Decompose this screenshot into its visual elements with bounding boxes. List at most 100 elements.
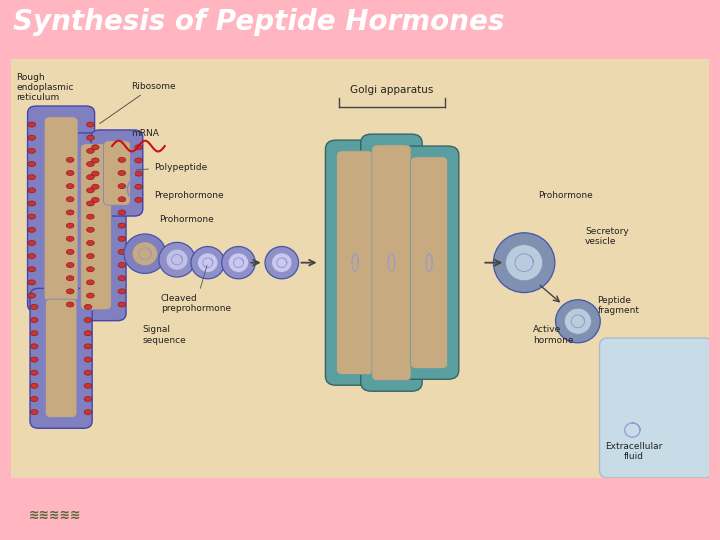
Text: Preprohormone: Preprohormone	[154, 191, 224, 200]
Ellipse shape	[28, 161, 35, 166]
Ellipse shape	[30, 344, 38, 349]
Ellipse shape	[28, 254, 35, 259]
Ellipse shape	[28, 227, 35, 232]
Ellipse shape	[30, 357, 38, 362]
FancyBboxPatch shape	[81, 144, 112, 310]
Ellipse shape	[66, 210, 74, 215]
Ellipse shape	[28, 201, 35, 206]
Ellipse shape	[118, 302, 126, 307]
Ellipse shape	[118, 262, 126, 268]
Ellipse shape	[66, 302, 74, 307]
Ellipse shape	[118, 223, 126, 228]
Text: Signal
sequence: Signal sequence	[142, 326, 186, 345]
Ellipse shape	[166, 249, 188, 270]
Ellipse shape	[84, 383, 92, 388]
FancyBboxPatch shape	[45, 299, 77, 417]
Text: Peptide
fragment: Peptide fragment	[598, 295, 639, 315]
Ellipse shape	[66, 276, 74, 281]
Ellipse shape	[66, 236, 74, 241]
Ellipse shape	[66, 249, 74, 254]
Ellipse shape	[84, 396, 92, 402]
Ellipse shape	[118, 289, 126, 294]
Ellipse shape	[86, 293, 94, 298]
Ellipse shape	[86, 135, 94, 140]
Ellipse shape	[86, 214, 94, 219]
Ellipse shape	[84, 357, 92, 362]
Ellipse shape	[66, 197, 74, 202]
Ellipse shape	[28, 122, 35, 127]
Ellipse shape	[84, 330, 92, 336]
Ellipse shape	[84, 305, 92, 309]
Ellipse shape	[84, 410, 92, 415]
Ellipse shape	[118, 171, 126, 176]
Ellipse shape	[84, 344, 92, 349]
FancyBboxPatch shape	[600, 338, 713, 478]
Ellipse shape	[66, 262, 74, 268]
Ellipse shape	[66, 184, 74, 188]
Text: Ribosome: Ribosome	[99, 82, 176, 124]
Ellipse shape	[66, 157, 74, 163]
Ellipse shape	[30, 370, 38, 375]
Ellipse shape	[28, 188, 35, 193]
Ellipse shape	[86, 240, 94, 246]
Ellipse shape	[191, 247, 225, 279]
Ellipse shape	[135, 197, 143, 202]
Ellipse shape	[66, 289, 74, 294]
Ellipse shape	[30, 383, 38, 388]
Text: Active
hormone: Active hormone	[534, 326, 574, 345]
Ellipse shape	[159, 242, 195, 277]
Ellipse shape	[28, 280, 35, 285]
Ellipse shape	[28, 148, 35, 153]
Ellipse shape	[198, 253, 218, 272]
Text: Golgi apparatus: Golgi apparatus	[351, 85, 434, 95]
Ellipse shape	[228, 253, 248, 272]
Ellipse shape	[86, 122, 94, 127]
Text: Prohormone: Prohormone	[538, 191, 593, 200]
Ellipse shape	[30, 396, 38, 402]
Ellipse shape	[118, 184, 126, 188]
Text: Synthesis of Peptide Hormones: Synthesis of Peptide Hormones	[13, 8, 504, 36]
Text: ≋≋≋≋≋: ≋≋≋≋≋	[29, 509, 81, 522]
Text: Rough
endoplasmic
reticulum: Rough endoplasmic reticulum	[17, 72, 74, 103]
FancyBboxPatch shape	[104, 141, 130, 205]
Ellipse shape	[28, 174, 35, 180]
Ellipse shape	[135, 184, 143, 190]
FancyBboxPatch shape	[410, 157, 448, 368]
Ellipse shape	[86, 174, 94, 180]
Ellipse shape	[132, 242, 158, 266]
Ellipse shape	[30, 305, 38, 309]
Ellipse shape	[564, 308, 591, 334]
Ellipse shape	[28, 240, 35, 246]
Ellipse shape	[265, 247, 299, 279]
Ellipse shape	[118, 210, 126, 215]
Ellipse shape	[118, 249, 126, 254]
FancyBboxPatch shape	[372, 145, 411, 381]
Ellipse shape	[556, 300, 600, 343]
Text: Polypeptide: Polypeptide	[136, 163, 207, 172]
Ellipse shape	[91, 158, 99, 163]
Text: mRNA: mRNA	[131, 129, 159, 138]
Text: Extracellular
fluid: Extracellular fluid	[605, 442, 662, 461]
Ellipse shape	[28, 267, 35, 272]
Ellipse shape	[66, 223, 74, 228]
Text: Cleaved
preprohormone: Cleaved preprohormone	[161, 265, 231, 313]
Ellipse shape	[135, 171, 143, 176]
Ellipse shape	[271, 253, 292, 272]
Ellipse shape	[30, 410, 38, 415]
Ellipse shape	[135, 145, 143, 150]
Ellipse shape	[91, 171, 99, 176]
Ellipse shape	[124, 234, 166, 273]
FancyBboxPatch shape	[91, 130, 143, 216]
Ellipse shape	[118, 197, 126, 202]
Ellipse shape	[91, 197, 99, 202]
Ellipse shape	[66, 171, 74, 176]
Ellipse shape	[86, 201, 94, 206]
Ellipse shape	[86, 267, 94, 272]
Ellipse shape	[28, 214, 35, 219]
FancyBboxPatch shape	[66, 133, 126, 321]
FancyBboxPatch shape	[400, 146, 459, 379]
Ellipse shape	[86, 280, 94, 285]
Ellipse shape	[493, 233, 555, 293]
Text: Prohormone: Prohormone	[159, 215, 214, 224]
Ellipse shape	[505, 245, 543, 281]
